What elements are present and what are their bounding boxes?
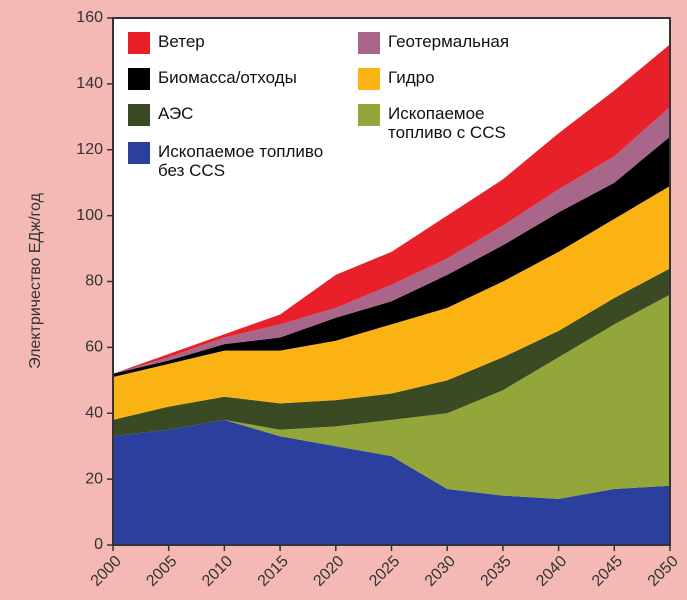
area [113,294,670,499]
legend-label: Ископаемое топливо с CCS [388,104,506,142]
legend-swatch [128,32,150,54]
x-tick-label: 2040 [533,553,570,590]
legend-item: Гидро [358,68,435,90]
y-tick-label: 160 [76,9,103,26]
legend-item: Ископаемое топливо с CCS [358,104,548,142]
legend-item: АЭС [128,104,193,126]
y-tick-label: 40 [85,404,103,421]
y-tick-label: 20 [85,470,103,487]
legend-label: Гидро [388,68,435,87]
legend-item: Ископаемое топливо без CCS [128,142,333,180]
legend-swatch [128,104,150,126]
legend-item: Ветер [128,32,205,54]
y-tick-label: 60 [85,339,103,356]
x-tick-label: 2010 [199,553,236,590]
x-tick-label: 2050 [645,553,682,590]
y-tick-label: 100 [76,207,103,224]
legend-swatch [358,104,380,126]
area [113,185,670,420]
legend: Ветер Геотермальная Биомасса/отходы Гидро АЭ… [128,32,548,202]
x-tick-label: 2015 [255,553,292,590]
x-tick-label: 2020 [310,553,347,590]
x-tick-label: 2030 [422,553,459,590]
legend-label: Ветер [158,32,205,51]
y-axis-label: Электричество ЕДж/год [27,192,44,368]
y-tick-label: 0 [94,536,103,553]
x-tick-label: 2045 [589,553,626,590]
legend-item: Биомасса/отходы [128,68,297,90]
area [113,268,670,437]
x-tick-label: 2025 [366,553,403,590]
x-tick-label: 2035 [478,553,515,590]
legend-label: Биомасса/отходы [158,68,297,87]
y-tick-label: 140 [76,75,103,92]
legend-swatch [358,68,380,90]
x-tick-label: 2005 [143,553,180,590]
y-tick-label: 80 [85,273,103,290]
legend-label: Ископаемое топливо без CCS [158,142,324,180]
legend-label: Геотермальная [388,32,510,51]
legend-swatch [128,68,150,90]
legend-item: Геотермальная [358,32,509,54]
area [113,419,670,545]
legend-label: АЭС [158,104,194,123]
y-tick-label: 120 [76,141,103,158]
legend-swatch [128,142,150,164]
x-tick-label: 2000 [88,553,125,590]
legend-swatch [358,32,380,54]
